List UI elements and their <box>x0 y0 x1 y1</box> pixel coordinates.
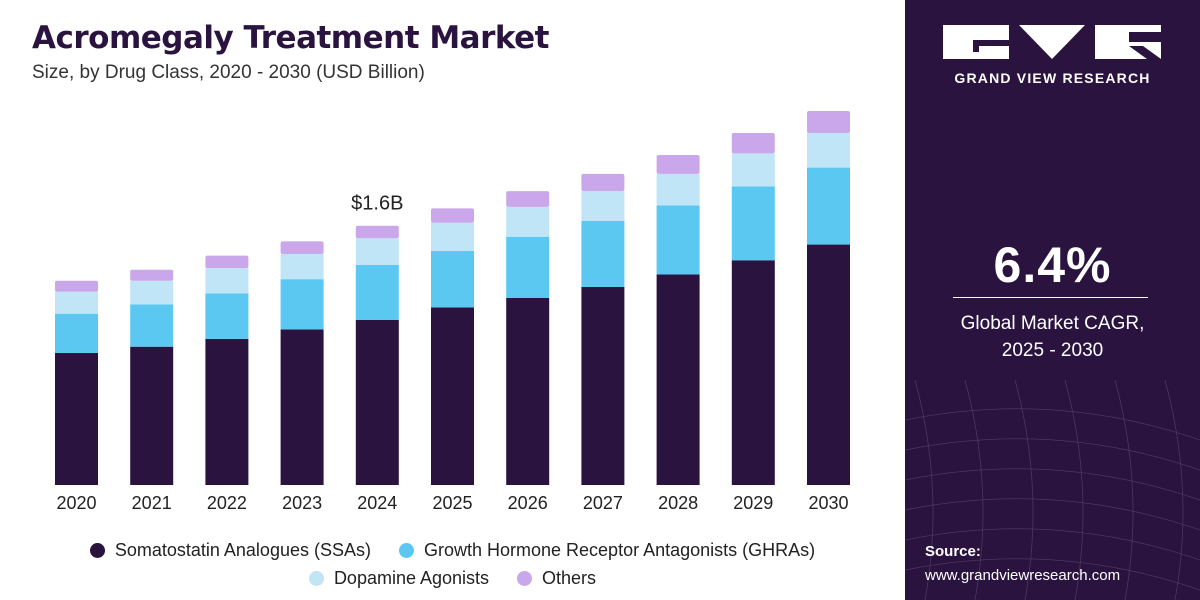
data-label-2024: $1.6B <box>351 193 403 215</box>
bar-segment-2029-0 <box>731 260 775 485</box>
bar-segment-2027-2 <box>581 191 625 221</box>
cagr-label: Global Market CAGR, 2025 - 2030 <box>905 310 1200 364</box>
bar-segment-2025-0 <box>431 307 474 485</box>
stacked-bar-chart: 2020 2021 2022 2023 2024 $1.6B 2025 2026 2027 202… <box>55 111 850 513</box>
chart-title: Acromegaly Treatment Market <box>32 20 550 56</box>
x-tick-label-2029: 2029 <box>733 493 773 513</box>
bar-segment-2025-3 <box>431 208 474 223</box>
bar-segment-2022-1 <box>205 293 249 339</box>
bar-segment-2024-0 <box>355 320 399 485</box>
bar-segment-2030-3 <box>807 111 850 133</box>
legend-label-others: Others <box>542 567 597 588</box>
bar-segment-2023-0 <box>280 329 324 485</box>
bar-segment-2023-2 <box>280 254 324 280</box>
brand-name: GRAND VIEW RESEARCH <box>954 70 1151 86</box>
bar-segment-2027-3 <box>581 173 625 192</box>
bar-segment-2027-0 <box>581 287 625 485</box>
bar-segment-2028-2 <box>656 173 700 206</box>
bar-segment-2025-2 <box>431 222 474 251</box>
bar-segment-2021-0 <box>130 346 174 485</box>
legend-swatch-dopamine <box>308 570 324 586</box>
bar-segment-2023-1 <box>280 279 324 330</box>
bar-segment-2023-3 <box>280 241 324 254</box>
bar-segment-2022-0 <box>205 338 249 485</box>
legend: Somatostatin Analogues (SSAs) Growth Hor… <box>0 536 905 592</box>
legend-item-dopamine: Dopamine Agonists <box>308 567 490 589</box>
bar-segment-2029-2 <box>731 153 775 187</box>
legend-item-others: Others <box>517 568 596 589</box>
bar-segment-2026-0 <box>506 298 550 485</box>
legend-label-ssas: Somatostatin Analogues (SSAs) <box>114 539 371 560</box>
legend-item-ghras: Growth Hormone Receptor Antagonists (GHR… <box>398 539 816 561</box>
cagr-label-line1: Global Market CAGR, <box>960 313 1145 334</box>
legend-swatch-ghras <box>398 542 414 558</box>
x-tick-label-2027: 2027 <box>583 493 623 513</box>
source-url[interactable]: www.grandviewresearch.com <box>925 567 1121 584</box>
bar-segment-2030-2 <box>807 133 850 168</box>
bar-segment-2021-3 <box>130 269 174 281</box>
bars-layer <box>55 111 850 485</box>
bar-segment-2020-1 <box>55 313 98 353</box>
bar-segment-2021-2 <box>130 280 174 305</box>
bar-segment-2024-2 <box>355 238 399 265</box>
bar-segment-2028-3 <box>656 155 700 174</box>
bar-segment-2026-3 <box>506 191 550 207</box>
source-title: Source: <box>925 543 981 560</box>
bar-segment-2021-1 <box>130 304 174 347</box>
legend-label-dopamine: Dopamine Agonists <box>333 567 490 588</box>
x-tick-label-2022: 2022 <box>207 493 247 513</box>
x-tick-label-2024: 2024 <box>357 493 397 513</box>
bar-segment-2030-1 <box>807 167 850 245</box>
bar-segment-2030-0 <box>807 244 850 485</box>
bar-segment-2024-3 <box>355 225 399 239</box>
bar-segment-2024-1 <box>355 265 399 320</box>
bar-segment-2027-1 <box>581 221 625 287</box>
x-tick-label-2030: 2030 <box>808 493 848 513</box>
legend-item-ssas: Somatostatin Analogues (SSAs) <box>89 539 371 561</box>
legend-row-2: Dopamine Agonists Others <box>0 564 905 592</box>
x-tick-label-2026: 2026 <box>508 493 548 513</box>
x-tick-label-2028: 2028 <box>658 493 698 513</box>
x-tick-label-2021: 2021 <box>132 493 172 513</box>
bar-segment-2025-1 <box>431 250 474 308</box>
labels-layer: 2020 2021 2022 2023 2024 $1.6B 2025 2026 2027 202… <box>56 193 848 513</box>
bar-segment-2029-1 <box>731 186 775 261</box>
bar-segment-2020-0 <box>55 353 98 485</box>
bar-segment-2029-3 <box>731 133 775 154</box>
chart-subtitle: Size, by Drug Class, 2020 - 2030 (USD Bi… <box>32 62 425 83</box>
bar-segment-2022-3 <box>205 255 249 269</box>
cagr-value: 6.4% <box>993 237 1112 293</box>
chart-panel: Acromegaly Treatment Market Size, by Dru… <box>0 20 905 592</box>
sidebar-panel: GRAND VIEW RESEARCH 6.4% Global Market C… <box>905 0 1200 600</box>
cagr-label-line2: 2025 - 2030 <box>1001 340 1104 361</box>
legend-label-ghras: Growth Hormone Receptor Antagonists (GHR… <box>423 539 816 560</box>
bar-segment-2026-1 <box>506 236 550 298</box>
cagr-divider <box>953 297 1148 298</box>
gvr-logo-icon <box>943 25 1161 59</box>
x-tick-label-2020: 2020 <box>56 493 96 513</box>
bar-segment-2028-1 <box>656 205 700 275</box>
x-tick-label-2025: 2025 <box>432 493 472 513</box>
bar-segment-2020-2 <box>55 291 98 314</box>
x-tick-label-2023: 2023 <box>282 493 322 513</box>
grid-decoration <box>905 380 1200 600</box>
legend-row-1: Somatostatin Analogues (SSAs) Growth Hor… <box>0 536 905 564</box>
bar-segment-2022-2 <box>205 268 249 294</box>
bar-segment-2028-0 <box>656 274 700 485</box>
legend-swatch-others <box>517 570 533 586</box>
bar-segment-2026-2 <box>506 206 550 237</box>
legend-swatch-ssas <box>89 542 105 558</box>
bar-segment-2020-3 <box>55 280 98 292</box>
